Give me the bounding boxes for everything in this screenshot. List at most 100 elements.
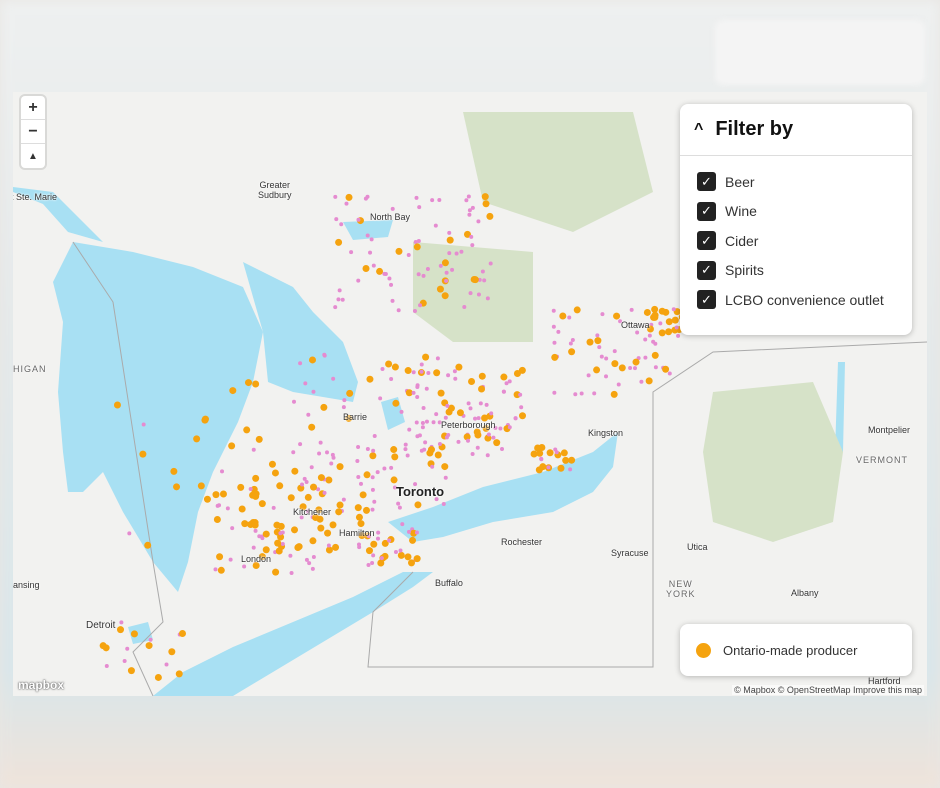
producer-marker[interactable]	[562, 456, 570, 464]
outlet-marker[interactable]	[632, 366, 637, 371]
outlet-marker[interactable]	[484, 402, 489, 407]
producer-marker[interactable]	[441, 463, 449, 471]
producer-marker[interactable]	[559, 312, 567, 320]
outlet-marker[interactable]	[419, 448, 424, 453]
outlet-marker[interactable]	[393, 550, 398, 555]
outlet-marker[interactable]	[416, 239, 421, 244]
outlet-marker[interactable]	[389, 282, 394, 287]
outlet-marker[interactable]	[639, 379, 644, 384]
outlet-marker[interactable]	[430, 198, 435, 203]
producer-marker[interactable]	[336, 501, 344, 509]
outlet-marker[interactable]	[317, 451, 322, 456]
outlet-marker[interactable]	[215, 503, 220, 508]
checkbox-checked-icon[interactable]: ✓	[697, 290, 716, 310]
producer-marker[interactable]	[245, 379, 253, 387]
outlet-marker[interactable]	[616, 382, 621, 387]
outlet-marker[interactable]	[310, 566, 315, 571]
outlet-marker[interactable]	[119, 620, 124, 625]
producer-marker[interactable]	[397, 551, 405, 559]
outlet-marker[interactable]	[475, 445, 480, 450]
producer-marker[interactable]	[363, 471, 371, 479]
outlet-marker[interactable]	[651, 339, 656, 344]
outlet-marker[interactable]	[447, 230, 452, 235]
producer-marker[interactable]	[366, 375, 374, 383]
outlet-marker[interactable]	[568, 341, 573, 346]
attribution[interactable]: © Mapbox © OpenStreetMap Improve this ma…	[732, 685, 924, 695]
producer-marker[interactable]	[193, 435, 201, 443]
outlet-marker[interactable]	[504, 381, 509, 386]
outlet-marker[interactable]	[435, 356, 440, 361]
producer-marker[interactable]	[370, 540, 378, 548]
producer-marker[interactable]	[482, 424, 490, 432]
producer-marker[interactable]	[376, 267, 384, 275]
outlet-marker[interactable]	[389, 465, 394, 470]
producer-marker[interactable]	[173, 483, 181, 491]
outlet-marker[interactable]	[485, 453, 490, 458]
outlet-marker[interactable]	[392, 485, 397, 490]
outlet-marker[interactable]	[647, 333, 652, 338]
outlet-marker[interactable]	[291, 399, 296, 404]
outlet-marker[interactable]	[333, 194, 338, 199]
outlet-marker[interactable]	[403, 442, 408, 447]
outlet-marker[interactable]	[322, 490, 327, 495]
outlet-marker[interactable]	[305, 509, 310, 514]
producer-marker[interactable]	[275, 547, 283, 555]
producer-marker[interactable]	[345, 193, 353, 201]
zoom-out-button[interactable]: −	[21, 120, 45, 144]
outlet-marker[interactable]	[382, 466, 387, 471]
outlet-marker[interactable]	[546, 465, 551, 470]
filter-option-lcbo[interactable]: ✓ LCBO convenience outlet	[680, 285, 912, 315]
producer-marker[interactable]	[346, 389, 354, 397]
producer-marker[interactable]	[586, 338, 594, 346]
producer-marker[interactable]	[662, 365, 670, 373]
outlet-marker[interactable]	[480, 269, 485, 274]
outlet-marker[interactable]	[306, 412, 311, 417]
outlet-marker[interactable]	[441, 501, 446, 506]
producer-marker[interactable]	[427, 446, 435, 454]
outlet-marker[interactable]	[470, 205, 475, 210]
producer-marker[interactable]	[365, 547, 373, 555]
outlet-marker[interactable]	[371, 263, 376, 268]
producer-marker[interactable]	[362, 265, 370, 273]
outlet-marker[interactable]	[407, 427, 412, 432]
producer-marker[interactable]	[463, 230, 471, 238]
producer-marker[interactable]	[99, 642, 107, 650]
outlet-marker[interactable]	[674, 325, 679, 330]
checkbox-checked-icon[interactable]: ✓	[697, 172, 716, 192]
outlet-marker[interactable]	[316, 487, 321, 492]
outlet-marker[interactable]	[356, 542, 361, 547]
outlet-marker[interactable]	[446, 432, 451, 437]
filter-option-cider[interactable]: ✓ Cider	[680, 226, 912, 256]
outlet-marker[interactable]	[643, 337, 648, 342]
outlet-marker[interactable]	[629, 307, 634, 312]
producer-marker[interactable]	[299, 503, 307, 511]
outlet-marker[interactable]	[148, 637, 153, 642]
outlet-marker[interactable]	[424, 386, 429, 391]
outlet-marker[interactable]	[466, 401, 471, 406]
producer-marker[interactable]	[390, 446, 398, 454]
outlet-marker[interactable]	[493, 425, 498, 430]
outlet-marker[interactable]	[434, 497, 439, 502]
outlet-marker[interactable]	[225, 506, 230, 511]
outlet-marker[interactable]	[444, 278, 449, 283]
producer-marker[interactable]	[145, 642, 153, 650]
outlet-marker[interactable]	[344, 201, 349, 206]
outlet-marker[interactable]	[299, 515, 304, 520]
producer-marker[interactable]	[463, 433, 471, 441]
producer-marker[interactable]	[536, 449, 544, 457]
outlet-marker[interactable]	[356, 217, 361, 222]
outlet-marker[interactable]	[304, 557, 309, 562]
producer-marker[interactable]	[530, 450, 538, 458]
producer-marker[interactable]	[317, 474, 325, 482]
producer-marker[interactable]	[178, 629, 186, 637]
outlet-marker[interactable]	[618, 319, 623, 324]
outlet-marker[interactable]	[318, 440, 323, 445]
checkbox-checked-icon[interactable]: ✓	[697, 231, 716, 251]
producer-marker[interactable]	[309, 537, 317, 545]
outlet-marker[interactable]	[366, 563, 371, 568]
producer-marker[interactable]	[535, 466, 543, 474]
outlet-marker[interactable]	[326, 543, 331, 548]
producer-marker[interactable]	[618, 364, 626, 372]
outlet-marker[interactable]	[365, 446, 370, 451]
outlet-marker[interactable]	[141, 422, 146, 427]
